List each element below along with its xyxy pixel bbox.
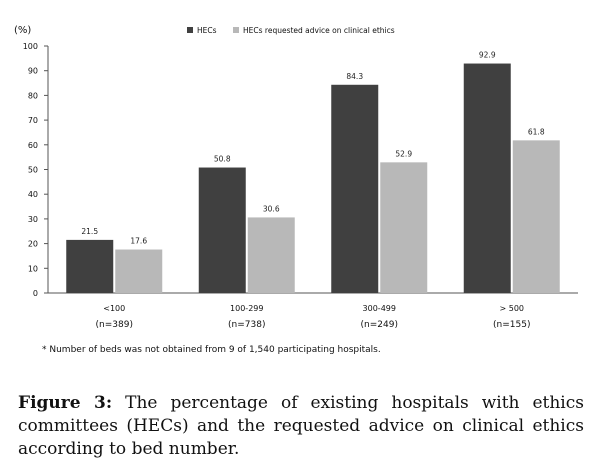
y-unit-label: (%) (14, 25, 31, 36)
data-label: 21.5 (81, 227, 98, 236)
y-tick-label: 70 (28, 116, 38, 125)
y-tick-label: 50 (28, 166, 38, 175)
x-tick-label: > 500 (499, 304, 524, 313)
y-tick-label: 10 (28, 264, 38, 273)
footnote: * Number of beds was not obtained from 9… (42, 345, 381, 355)
data-label: 84.3 (346, 72, 363, 81)
y-tick-label: 90 (28, 67, 38, 76)
y-tick-label: 60 (28, 141, 38, 150)
x-tick-label: 300-499 (363, 304, 396, 313)
bar-hecs (198, 167, 246, 293)
y-tick-label: 20 (28, 240, 38, 249)
x-count-label: (n=738) (228, 320, 265, 330)
x-tick-label: <100 (103, 304, 125, 313)
data-label: 61.8 (528, 127, 545, 136)
bar-chart: (%) HECs HECs requested advice on clinica… (14, 25, 578, 330)
bar-advice (247, 217, 295, 293)
bar-hecs (463, 63, 511, 293)
bar-advice (512, 140, 560, 293)
data-label: 17.6 (130, 237, 147, 246)
bars: 21.5 17.6 50.8 30.6 84.3 52.9 92.9 61.8 (66, 51, 560, 294)
bar-hecs (66, 239, 114, 293)
legend: HECs HECs requested advice on clinical et… (187, 26, 395, 35)
legend-swatch (233, 27, 239, 33)
data-label: 52.9 (395, 149, 412, 158)
x-tick-label: 100-299 (230, 304, 263, 313)
y-tick-label: 40 (28, 190, 38, 199)
x-count-label: (n=249) (361, 320, 398, 330)
data-label: 50.8 (214, 155, 231, 164)
bar-hecs (331, 84, 379, 294)
caption-label: Figure 3: (18, 393, 113, 413)
x-count-label: (n=389) (96, 320, 133, 330)
figure-caption: Figure 3: The percentage of existing hos… (18, 392, 584, 461)
legend-label: HECs (197, 26, 217, 35)
y-tick-label: 0 (33, 289, 38, 298)
bar-advice (115, 249, 163, 293)
data-label: 92.9 (479, 51, 496, 60)
legend-label: HECs requested advice on clinical ethics (243, 26, 395, 35)
caption-text: The percentage of existing hospitals wit… (18, 393, 584, 459)
y-tick-label: 80 (28, 91, 38, 100)
x-count-label: (n=155) (493, 320, 530, 330)
bar-advice (380, 162, 428, 293)
data-label: 30.6 (263, 204, 280, 213)
y-ticks: 0 10 20 30 40 50 60 70 80 90 100 (23, 42, 48, 298)
y-tick-label: 30 (28, 215, 38, 224)
y-tick-label: 100 (23, 42, 38, 51)
category-labels: <100 (n=389) 100-299 (n=738) 300-499 (n=249) >… (96, 304, 531, 330)
legend-swatch (187, 27, 193, 33)
